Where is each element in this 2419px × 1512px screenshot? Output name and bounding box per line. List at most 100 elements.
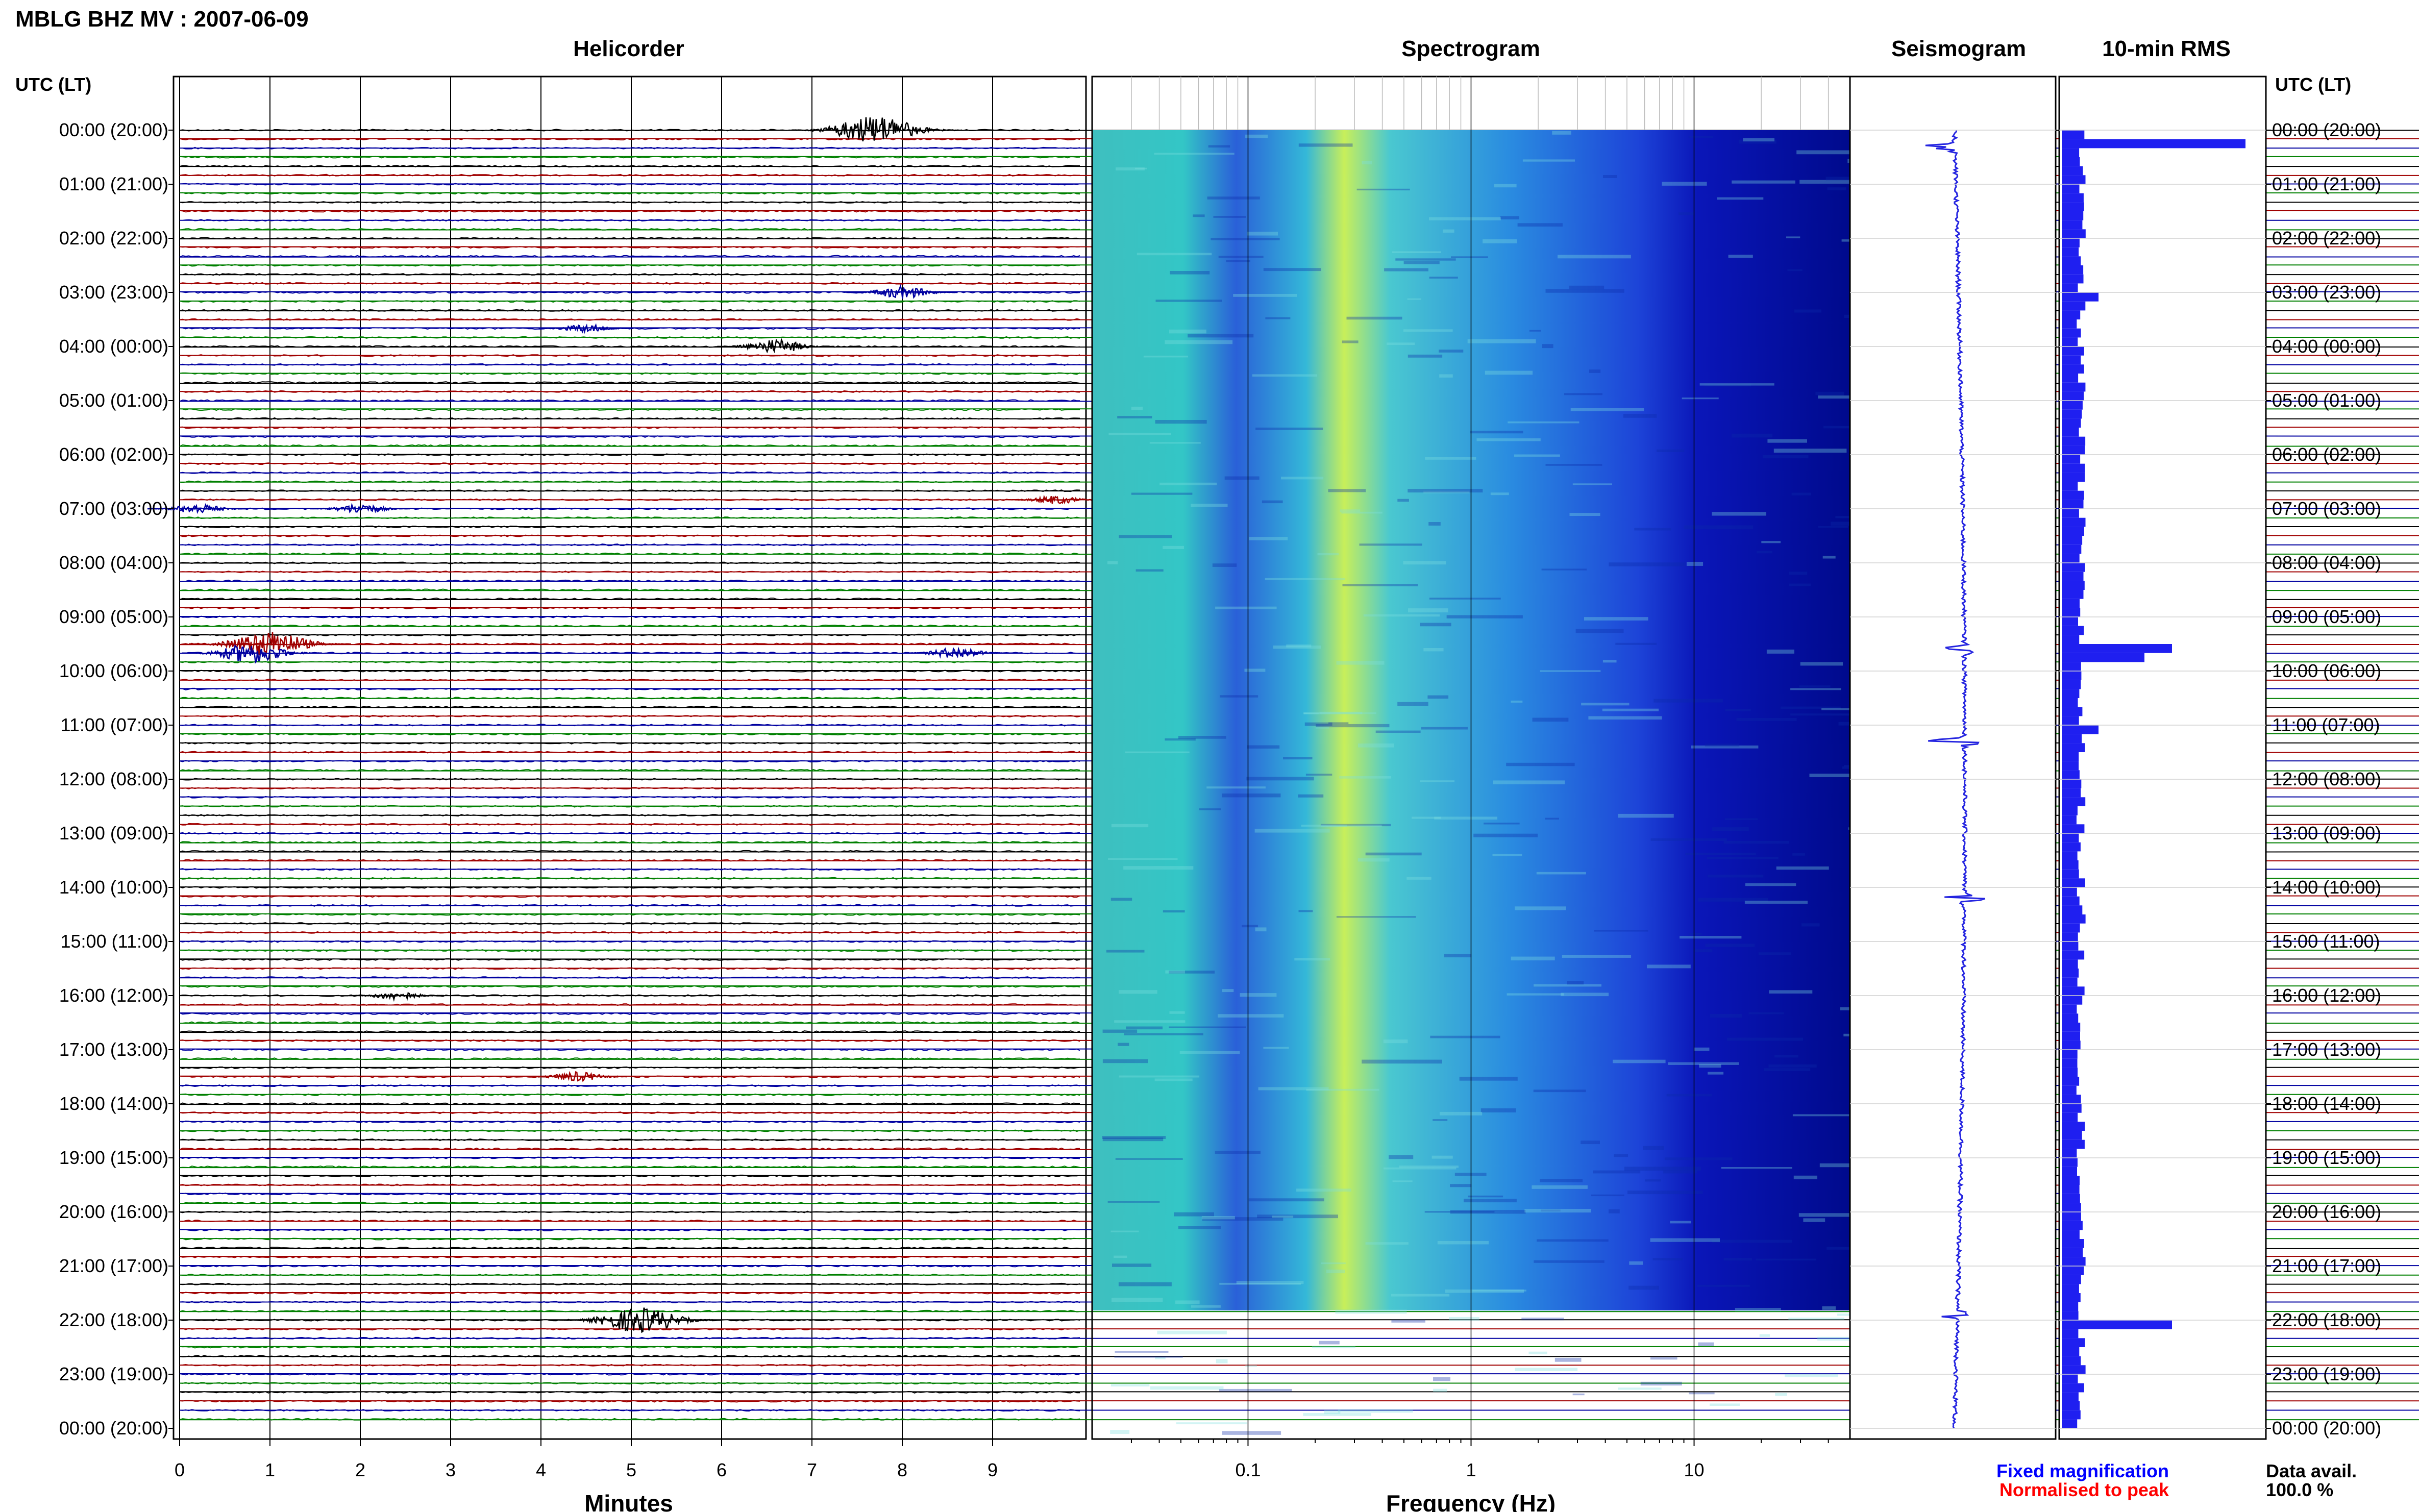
- row-label-right: 23:00 (19:00): [2272, 1364, 2381, 1384]
- helicorder-trace-line: [179, 264, 2419, 267]
- spectrogram-texture-streak: [1155, 300, 1222, 302]
- rms-bar: [2062, 1221, 2083, 1230]
- spectrogram-texture-streak: [1399, 1166, 1459, 1168]
- rms-bar: [2062, 292, 2099, 302]
- spectrogram-texture-streak: [1242, 925, 1258, 928]
- helicorder-trace-line: [179, 462, 2419, 465]
- rms-bar: [2062, 382, 2086, 392]
- helicorder-trace-line: [179, 931, 2419, 934]
- spectrogram-texture-streak: [1618, 1387, 1662, 1390]
- spectrogram-texture-streak: [1815, 391, 1844, 395]
- helicorder-trace-line: [179, 778, 2419, 781]
- spectrogram-texture-streak: [1494, 184, 1517, 188]
- helicorder-trace-line: [179, 706, 2419, 709]
- spectrogram-texture-streak: [1739, 139, 1776, 144]
- row-label-right: 17:00 (13:00): [2272, 1039, 2381, 1060]
- rms-bar: [2062, 599, 2080, 608]
- rms-bar: [2062, 1194, 2080, 1203]
- rms-bar: [2062, 770, 2080, 779]
- spectrogram-texture-streak: [1219, 1389, 1292, 1392]
- spectrogram-texture-streak: [1618, 813, 1674, 818]
- spectrogram-texture-streak: [1136, 569, 1164, 572]
- helicorder-x-tick-label: 4: [536, 1459, 546, 1480]
- spectrogram-texture-streak: [1558, 255, 1631, 259]
- rms-bar: [2062, 923, 2080, 933]
- helicorder-event-signal: [717, 337, 835, 354]
- spectrogram-texture-streak: [1420, 780, 1455, 782]
- spectrogram-texture-streak: [1114, 1020, 1186, 1023]
- row-label-left: 22:00 (18:00): [59, 1309, 168, 1330]
- spectrogram-texture-streak: [1170, 271, 1210, 275]
- spectrogram-texture-streak: [1429, 277, 1458, 279]
- spectrogram-texture-streak: [1694, 1047, 1710, 1051]
- rms-bar: [2062, 1266, 2084, 1275]
- spectrogram-texture-streak: [1572, 1393, 1585, 1396]
- spectrogram-texture-streak: [1262, 500, 1283, 504]
- spectrogram-texture-streak: [1328, 722, 1349, 724]
- spectrogram-texture-streak: [1532, 717, 1569, 722]
- spectrogram-texture-streak: [1193, 214, 1205, 217]
- spectrogram-texture-streak: [1224, 476, 1260, 480]
- spectrogram-texture-streak: [1403, 561, 1446, 565]
- helicorder-event-signal: [349, 992, 444, 1002]
- rms-bar: [2062, 653, 2144, 662]
- spectrogram-texture-streak: [1143, 355, 1189, 358]
- helicorder-trace-line: [179, 895, 2419, 898]
- spectrogram-texture-streak: [1339, 776, 1392, 779]
- spectrogram-texture-streak: [1757, 551, 1772, 554]
- spectrogram-texture-streak: [1248, 1198, 1324, 1202]
- rms-bar: [2062, 959, 2078, 969]
- rms-bar: [2062, 1004, 2077, 1014]
- spectrogram-texture-streak: [1298, 794, 1324, 798]
- spectrogram-texture-streak: [1712, 827, 1749, 831]
- spectrogram-texture-streak: [1257, 1214, 1338, 1219]
- rms-bar: [2062, 1212, 2081, 1221]
- rms-bar: [2062, 220, 2083, 230]
- spectrogram-texture-streak: [1822, 1306, 1836, 1310]
- helicorder-trace-line: [179, 1084, 2419, 1087]
- helicorder-x-tick-label: 1: [265, 1459, 275, 1480]
- helicorder-trace-line: [179, 525, 2419, 528]
- rms-bar: [2062, 247, 2079, 257]
- spectrogram-texture-streak: [1679, 212, 1694, 215]
- spectrogram-texture-streak: [1249, 537, 1288, 540]
- rms-bar: [2062, 851, 2078, 860]
- rms-bar: [2062, 1149, 2077, 1158]
- rms-bar: [2062, 1023, 2081, 1032]
- helicorder-trace-line: [179, 1066, 2419, 1069]
- seismogram-title: Seismogram: [1891, 36, 2026, 61]
- spectrogram-texture-streak: [1437, 1241, 1489, 1245]
- rms-bar: [2062, 401, 2083, 410]
- rms-bar: [2062, 1284, 2079, 1293]
- utc-label-left: UTC (LT): [15, 74, 91, 95]
- rms-frame: [2058, 76, 2267, 1440]
- helicorder-trace-line: [179, 832, 2419, 835]
- rms-bar: [2062, 905, 2083, 914]
- row-label-left: 00:00 (20:00): [59, 1418, 168, 1439]
- spectrogram-texture-streak: [1233, 294, 1297, 297]
- spectrogram-texture-streak: [1298, 910, 1313, 912]
- spectrogram-texture-streak: [1201, 1216, 1235, 1220]
- spectrogram-texture-streak: [1110, 1430, 1130, 1434]
- helicorder-trace-line: [179, 823, 2419, 826]
- spectrogram-texture-streak: [1529, 330, 1541, 332]
- spectrogram-texture-streak: [1793, 1175, 1817, 1179]
- rms-bar: [2062, 374, 2079, 383]
- spectrogram-texture-streak: [1727, 1037, 1804, 1041]
- spectrogram-texture-streak: [1584, 617, 1648, 621]
- spectrogram-texture-streak: [1389, 1155, 1414, 1159]
- spectrogram-texture-streak: [1536, 872, 1586, 875]
- helicorder-trace-line: [179, 1120, 2419, 1123]
- helicorder-trace-line: [179, 787, 2419, 790]
- spectrogram-texture-streak: [1240, 993, 1277, 997]
- spectrogram-texture-streak: [1434, 816, 1497, 820]
- row-label-left: 18:00 (14:00): [59, 1093, 168, 1114]
- helicorder-trace-line: [179, 138, 2419, 141]
- row-label-left: 07:00 (03:00): [59, 498, 168, 519]
- helicorder-trace-line: [179, 426, 2419, 429]
- row-label-left: 23:00 (19:00): [59, 1364, 168, 1384]
- spectrogram-texture-streak: [1263, 268, 1321, 271]
- spectrogram-texture-streak: [1748, 1012, 1784, 1014]
- rms-bar: [2062, 1419, 2078, 1428]
- helicorder-trace-line: [179, 336, 2419, 339]
